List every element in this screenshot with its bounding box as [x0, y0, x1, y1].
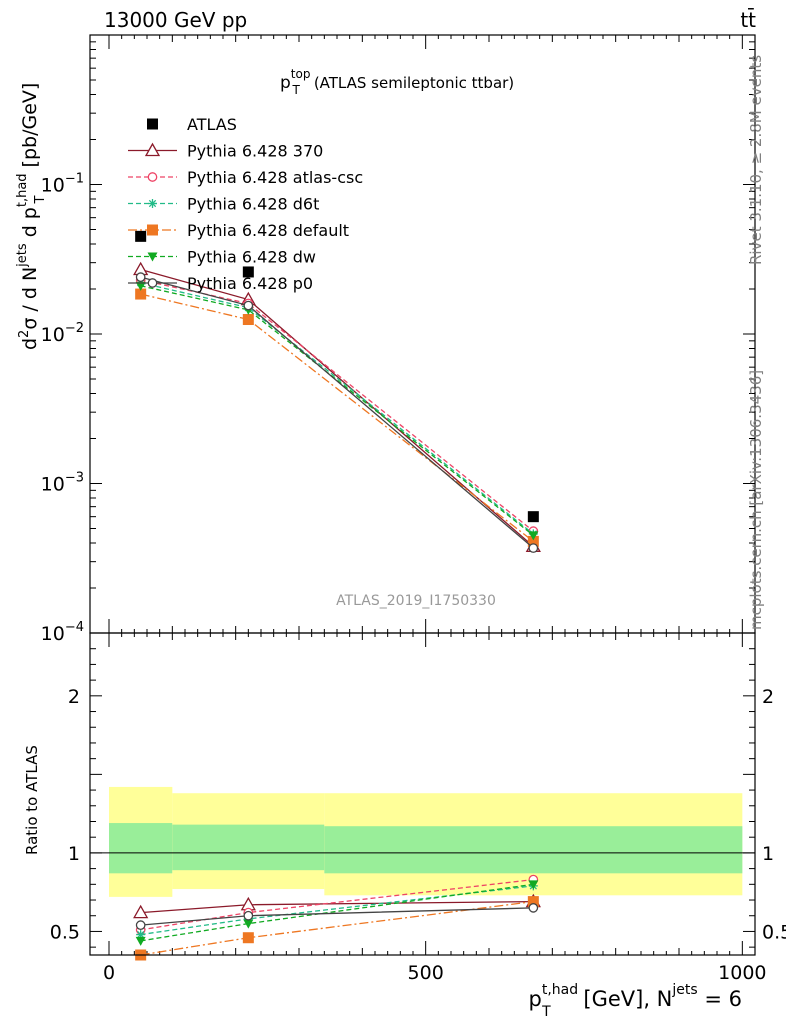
main-point-default — [242, 314, 254, 326]
header-left: 13000 GeV pp — [104, 8, 247, 32]
ratio-point-p0 — [135, 920, 146, 931]
main-point-p0 — [528, 543, 539, 553]
main-point-atlas — [242, 266, 254, 278]
main-point-p0 — [243, 300, 254, 311]
ratio-point-p370 — [133, 904, 149, 919]
main-y-tick-label: 10−3 — [41, 471, 84, 496]
main-point-default — [135, 288, 147, 300]
main-point-p0 — [135, 272, 146, 283]
main-point-atlas — [527, 511, 539, 523]
ratio-line-p370 — [140, 900, 534, 914]
ratio-band-inner-1 — [172, 824, 325, 871]
legend-label-atlas: ATLAS — [187, 115, 237, 134]
main-line-p0 — [140, 276, 534, 549]
ratio-point-p0 — [243, 910, 254, 921]
ratio-band-inner-2 — [324, 826, 743, 874]
ratio-point-dw — [135, 936, 146, 946]
ratio-y-tick-label-left: 0.5 — [50, 921, 80, 943]
main-line-d6t — [140, 282, 534, 535]
legend-marker-atlas — [147, 118, 158, 130]
legend-label-atlas_csc: Pythia 6.428 atlas-csc — [187, 168, 363, 187]
main-y-tick-label: 10−4 — [41, 620, 84, 645]
main-line-atlas_csc — [140, 279, 534, 532]
ratio-line-atlas_csc — [140, 878, 534, 931]
legend: ATLAS Pythia 6.428 370 Pythia 6.428 atlas-… — [128, 115, 363, 293]
main-y-axis-label: d2σ / d Njets d pt,had T [pb/GeV] — [15, 83, 48, 350]
main-point-dw — [135, 281, 146, 291]
legend-marker-atlas_csc — [147, 172, 158, 182]
ratio-plot-frame — [89, 632, 756, 956]
rivet-label: Rivet 3.1.10, ≥ 2.8M events — [747, 55, 765, 265]
watermark: ATLAS_2019_I1750330 — [336, 593, 496, 609]
header-right: tt̄ — [740, 7, 756, 32]
ratio-line-dw — [140, 883, 534, 942]
legend-marker-p370 — [144, 142, 161, 157]
main-line-dw — [140, 285, 534, 536]
ratio-y-tick-label-right: 2 — [762, 686, 774, 708]
ratio-point-dw — [528, 880, 539, 890]
legend-marker-default — [147, 224, 158, 236]
legend-label-d6t: Pythia 6.428 d6t — [187, 195, 319, 214]
legend-label-default: Pythia 6.428 default — [187, 221, 349, 240]
x-tick-label: 0 — [103, 962, 115, 984]
legend-marker-d6t — [148, 199, 157, 208]
ratio-point-default — [242, 932, 254, 944]
legend-label-dw: Pythia 6.428 dw — [187, 248, 316, 267]
ratio-point-d6t — [136, 930, 146, 940]
main-point-atlas — [135, 230, 147, 242]
grid-ticks: 10−1 10−2 10−3 10−4 0 500 1000 0.5 0.5 1 1 2 2 — [41, 35, 786, 984]
ratio-band — [90, 786, 755, 897]
ratio-y-tick-label-left: 2 — [68, 686, 80, 708]
legend-marker-dw — [147, 252, 158, 262]
x-tick-label: 500 — [408, 962, 444, 984]
main-title: ptop T (ATLAS semileptonic ttbar) — [280, 67, 514, 97]
ratio-y-tick-label-left: 1 — [68, 843, 80, 865]
ratio-point-default — [527, 896, 539, 908]
ratio-point-p0 — [528, 903, 539, 913]
ratio-x-axis-label: pt,had T [GeV], Njets = 6 — [529, 982, 742, 1020]
ratio-series — [133, 874, 541, 961]
main-line-default — [140, 293, 534, 542]
legend-label-p370: Pythia 6.428 370 — [187, 142, 323, 161]
ratio-y-tick-label-right: 0.5 — [762, 921, 786, 943]
ratio-line-p0 — [140, 907, 534, 926]
mcplots-label: mcplots.cern.ch [arXiv:1306.3436] — [747, 370, 765, 630]
main-series — [133, 230, 541, 553]
ratio-y-tick-label-right: 1 — [762, 843, 774, 865]
legend-marker-p0 — [147, 278, 158, 288]
main-y-tick-label: 10−2 — [41, 321, 84, 346]
main-point-dw — [528, 531, 539, 541]
main-line-p370 — [140, 268, 534, 547]
legend-label-p0: Pythia 6.428 p0 — [187, 274, 313, 293]
ratio-y-axis-label: Ratio to ATLAS — [23, 745, 41, 855]
main-y-tick-label: 10−1 — [41, 172, 84, 197]
ratio-point-dw — [243, 919, 254, 929]
ratio-band-inner-0 — [109, 823, 173, 874]
main-point-default — [527, 535, 539, 547]
x-tick-label: 1000 — [718, 962, 766, 984]
